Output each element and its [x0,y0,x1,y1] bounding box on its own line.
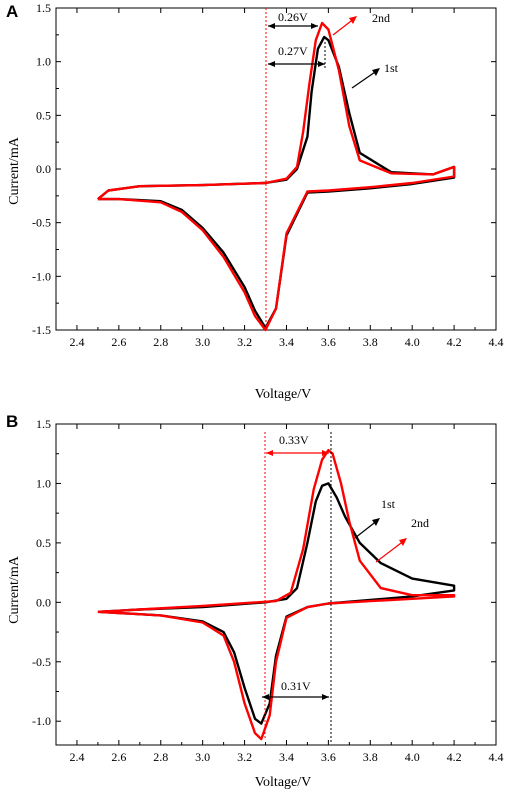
annotations-a: 0.26V 0.27V 2nd 1st [265,8,399,330]
label-026v-a: 0.26V [278,10,308,24]
arrowhead-027-left-a [268,61,275,67]
x-tick-label-a: 4.0 [405,335,420,349]
series-2nd-b [97,449,456,741]
y-tick-label-a: 0.5 [36,108,51,122]
arrowhead-033-right-b [322,450,329,456]
label-2nd-b: 2nd [411,516,429,530]
series-2nd-a [97,21,456,332]
plot-frame-b [55,423,497,746]
x-tick-label-b: 4.2 [447,750,462,764]
arrowhead-027-right-a [318,61,325,67]
arrowhead-026-right-a [311,23,318,29]
x-tick-label-a: 2.8 [153,335,168,349]
arrowhead-031-right-b [322,694,329,700]
x-tick-label-a: 2.4 [69,335,84,349]
label-1st-a: 1st [384,61,399,75]
x-tick-label-a: 4.2 [447,335,462,349]
x-tick-label-a: 3.4 [279,335,294,349]
series-1st-a [97,35,456,330]
panel-letter-a: A [6,2,18,21]
x-tick-label-b: 2.8 [153,750,168,764]
x-tick-label-a: 2.6 [111,335,126,349]
y-tick-label-a: -1.5 [32,323,51,337]
arrowhead-031-left-b [262,694,269,700]
x-axis-label-b: Voltage/V [255,775,312,790]
y-tick-label-a: 1.5 [36,1,51,15]
label-027v-a: 0.27V [278,44,308,58]
x-tick-label-b: 3.8 [363,750,378,764]
y-tick-label-b: 1.5 [36,417,51,431]
x-tick-label-b: 3.0 [195,750,210,764]
x-tick-label-b: 3.2 [237,750,252,764]
pointer-head-2nd-b [399,538,407,546]
x-tick-label-a: 3.6 [321,335,336,349]
y-axis-label-a: Current/mA [7,136,22,205]
x-tick-label-b: 4.0 [405,750,420,764]
x-tick-label-a: 3.0 [195,335,210,349]
y-tick-label-a: 1.0 [36,55,51,69]
x-tick-label-a: 4.4 [489,335,504,349]
x-tick-label-b: 3.6 [321,750,336,764]
x-axis-label-a: Voltage/V [255,387,312,402]
pointer-1st-a [351,69,379,89]
y-tick-label-b: -1.0 [32,714,51,728]
pointer-head-1st-b [372,518,380,526]
plot-frame-a [55,7,497,331]
series-1st-b [97,482,456,725]
x-tick-label-a: 3.2 [237,335,252,349]
y-tick-label-b: -0.5 [32,655,51,669]
label-1st-b: 1st [381,497,396,511]
annotations-b: 0.33V 0.31V 1st 2nd [262,432,429,742]
y-tick-label-b: 1.0 [36,476,51,490]
panel-letter-b: B [6,412,18,431]
arrowhead-033-left-b [266,450,273,456]
x-tick-label-b: 4.4 [489,750,504,764]
x-tick-label-a: 3.8 [363,335,378,349]
panel-b: B Current/mA Voltage/V 2.4 2.6 2.8 3.0 3.2 3.… [6,412,504,790]
x-tick-label-b: 2.4 [69,750,84,764]
pointer-2nd-b [375,539,406,563]
y-tick-label-a: 0.0 [36,162,51,176]
y-tick-label-a: -0.5 [32,216,51,230]
panel-a: A Current/mA Voltage/V 2.4 2.6 2.8 3.0 3.2 3.… [6,1,504,402]
pointer-head-2nd-a [349,16,357,24]
label-2nd-a: 2nd [372,11,390,25]
x-tick-label-b: 2.6 [111,750,126,764]
y-axis-label-b: Current/mA [7,555,22,624]
pointer-head-1st-a [372,68,380,76]
label-033v-b: 0.33V [279,433,309,447]
arrowhead-026-left-a [268,23,275,29]
y-tick-label-b: 0.5 [36,536,51,550]
label-031v-b: 0.31V [281,679,311,693]
y-tick-label-a: -1.0 [32,269,51,283]
x-tick-label-b: 3.4 [279,750,294,764]
y-tick-label-b: 0.0 [36,595,51,609]
